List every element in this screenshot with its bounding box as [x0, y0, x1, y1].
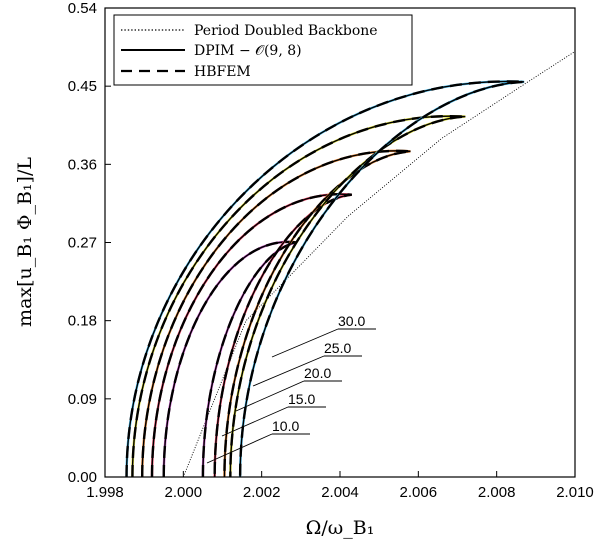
legend: Period Doubled Backbone DPIM − 𝒪(9, 8) H…	[113, 14, 413, 86]
x-tick-label: 2.004	[321, 484, 359, 501]
hbfem-dashed-curve	[131, 115, 466, 477]
hbfem-dashed-curve	[141, 149, 411, 477]
amplitude-label: 30.0	[338, 313, 365, 329]
backbone-line	[182, 51, 575, 477]
x-tick-label: 2.006	[400, 484, 438, 501]
amplitude-label: 25.0	[324, 340, 351, 356]
x-tick-label: 2.010	[556, 484, 594, 501]
y-axis-label: max[u_B₁ Φ_B₁]/L	[14, 157, 36, 327]
label-leader-line	[221, 406, 289, 437]
y-tick-label: 0.00	[68, 469, 97, 486]
label-leader-line	[206, 433, 273, 464]
y-tick-label: 0.09	[68, 391, 97, 408]
amplitude-label: 20.0	[304, 365, 331, 381]
label-leader-line	[271, 328, 339, 358]
x-tick-label: 1.998	[86, 484, 124, 501]
hbfem-dashed-curve	[150, 193, 352, 477]
label-leader-line	[235, 380, 305, 412]
y-tick-label: 0.45	[68, 78, 97, 95]
y-tick-label: 0.18	[68, 313, 97, 330]
x-axis-ticks: 1.998 2.000 2.002 2.004 2.006 2.008 2.010	[86, 471, 594, 501]
y-tick-label: 0.54	[68, 0, 97, 17]
x-axis-label: Ω/ω_B₁	[306, 517, 375, 539]
curves-layer	[125, 51, 575, 477]
legend-label-dpim: DPIM − 𝒪(9, 8)	[194, 43, 302, 59]
x-tick-label: 2.002	[243, 484, 281, 501]
y-tick-label: 0.36	[68, 156, 97, 173]
y-tick-label: 0.27	[68, 235, 97, 252]
y-axis-ticks: 0.00 0.09 0.18 0.27 0.36 0.45 0.54	[68, 0, 111, 486]
amplitude-label: 15.0	[288, 391, 315, 407]
legend-label-backbone: Period Doubled Backbone	[194, 23, 378, 39]
amplitude-labels: 30.0 25.0 20.0 15.0 10.0	[206, 313, 376, 464]
label-leader-line	[252, 355, 325, 387]
x-tick-label: 2.000	[165, 484, 203, 501]
hbfem-dashed-curve	[125, 80, 525, 477]
x-tick-label: 2.008	[478, 484, 516, 501]
amplitude-label: 10.0	[272, 418, 299, 434]
legend-label-hbfem: HBFEM	[194, 64, 251, 80]
